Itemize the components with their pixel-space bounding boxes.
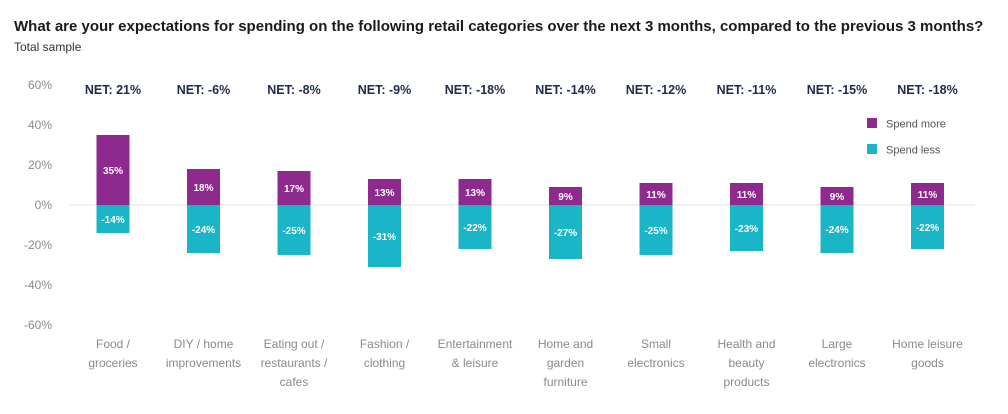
- net-label: NET: -18%: [897, 83, 957, 97]
- category-label: garden: [547, 356, 584, 370]
- category-label: Home leisure: [892, 337, 963, 351]
- data-label-spend-more: 9%: [558, 192, 573, 203]
- net-label: NET: -15%: [807, 83, 867, 97]
- category-label: Entertainment: [438, 337, 513, 351]
- data-label-spend-less: -22%: [916, 223, 939, 234]
- bar-spend-less: [639, 205, 673, 255]
- data-label-spend-less: -22%: [463, 223, 486, 234]
- bar-spend-more: [730, 183, 763, 205]
- bar-spend-less: [368, 205, 401, 267]
- data-label-spend-more: 9%: [830, 192, 845, 203]
- data-label-spend-more: 35%: [103, 166, 123, 177]
- bar-spend-less: [911, 205, 944, 249]
- bar-spend-less: [549, 205, 582, 259]
- data-label-spend-less: -25%: [644, 226, 667, 237]
- net-label: NET: -12%: [626, 83, 686, 97]
- category-label: beauty: [728, 356, 764, 370]
- data-label-spend-less: -24%: [825, 225, 848, 236]
- chart-subtitle: Total sample: [14, 40, 82, 54]
- y-tick-label: -60%: [24, 318, 52, 332]
- bar-spend-more: [368, 179, 401, 205]
- category-label: Home and: [538, 337, 593, 351]
- category-label: improvements: [166, 356, 241, 370]
- bar-spend-more: [549, 187, 582, 205]
- y-tick-label: -40%: [24, 278, 52, 292]
- category-label: clothing: [364, 356, 405, 370]
- bar-spend-more: [96, 135, 130, 205]
- bar-spend-less: [820, 205, 854, 253]
- category-label: electronics: [627, 356, 684, 370]
- data-label-spend-more: 11%: [918, 190, 938, 201]
- data-label-spend-more: 13%: [374, 188, 394, 199]
- y-tick-label: -20%: [24, 238, 52, 252]
- bar-spend-less: [277, 205, 311, 255]
- bar-spend-more: [820, 187, 854, 205]
- y-tick-label: 60%: [28, 78, 52, 92]
- y-tick-label: 0%: [35, 198, 53, 212]
- bar-spend-less: [187, 205, 220, 253]
- legend-label-spend-more: Spend more: [886, 119, 946, 131]
- category-label: goods: [911, 356, 944, 370]
- bar-spend-more: [911, 183, 944, 205]
- category-label: electronics: [808, 356, 865, 370]
- category-label: Food /: [96, 337, 131, 351]
- data-label-spend-less: -14%: [101, 215, 124, 226]
- data-label-spend-less: -23%: [735, 224, 758, 235]
- bar-spend-less: [458, 205, 492, 249]
- category-label: DIY / home: [174, 337, 234, 351]
- net-label: NET: -18%: [445, 83, 505, 97]
- data-label-spend-more: 11%: [646, 190, 666, 201]
- data-label-spend-more: 18%: [193, 183, 213, 194]
- bar-spend-more: [277, 171, 311, 205]
- data-label-spend-more: 13%: [465, 188, 485, 199]
- category-label: Fashion /: [360, 337, 410, 351]
- category-label: Health and: [717, 337, 775, 351]
- category-label: Eating out /: [264, 337, 325, 351]
- net-label: NET: -8%: [267, 83, 320, 97]
- bar-spend-less: [96, 205, 130, 233]
- legend-swatch-spend-more: [867, 118, 877, 128]
- net-label: NET: -11%: [717, 83, 777, 97]
- net-label: NET: -6%: [177, 83, 230, 97]
- net-label: NET: -14%: [535, 83, 595, 97]
- category-label: & leisure: [452, 356, 499, 370]
- net-label: NET: -9%: [358, 83, 411, 97]
- category-label: products: [723, 375, 769, 389]
- category-label: furniture: [543, 375, 587, 389]
- bar-spend-more: [458, 179, 492, 205]
- category-label: cafes: [280, 375, 309, 389]
- data-label-spend-less: -24%: [192, 225, 215, 236]
- legend-swatch-spend-less: [867, 144, 877, 154]
- data-label-spend-less: -27%: [554, 228, 577, 239]
- data-label-spend-more: 17%: [284, 184, 304, 195]
- data-label-spend-less: -31%: [373, 232, 396, 243]
- category-label: restaurants /: [261, 356, 328, 370]
- category-label: groceries: [88, 356, 137, 370]
- bar-spend-more: [187, 169, 220, 205]
- net-label: NET: 21%: [85, 83, 141, 97]
- category-label: Large: [822, 337, 853, 351]
- bar-spend-less: [730, 205, 763, 251]
- y-tick-label: 40%: [28, 118, 52, 132]
- bar-spend-more: [639, 183, 673, 205]
- legend-label-spend-less: Spend less: [886, 145, 941, 157]
- data-label-spend-more: 11%: [737, 190, 757, 201]
- y-tick-label: 20%: [28, 158, 52, 172]
- chart-title: What are your expectations for spending …: [14, 18, 984, 35]
- category-label: Small: [641, 337, 671, 351]
- data-label-spend-less: -25%: [282, 226, 305, 237]
